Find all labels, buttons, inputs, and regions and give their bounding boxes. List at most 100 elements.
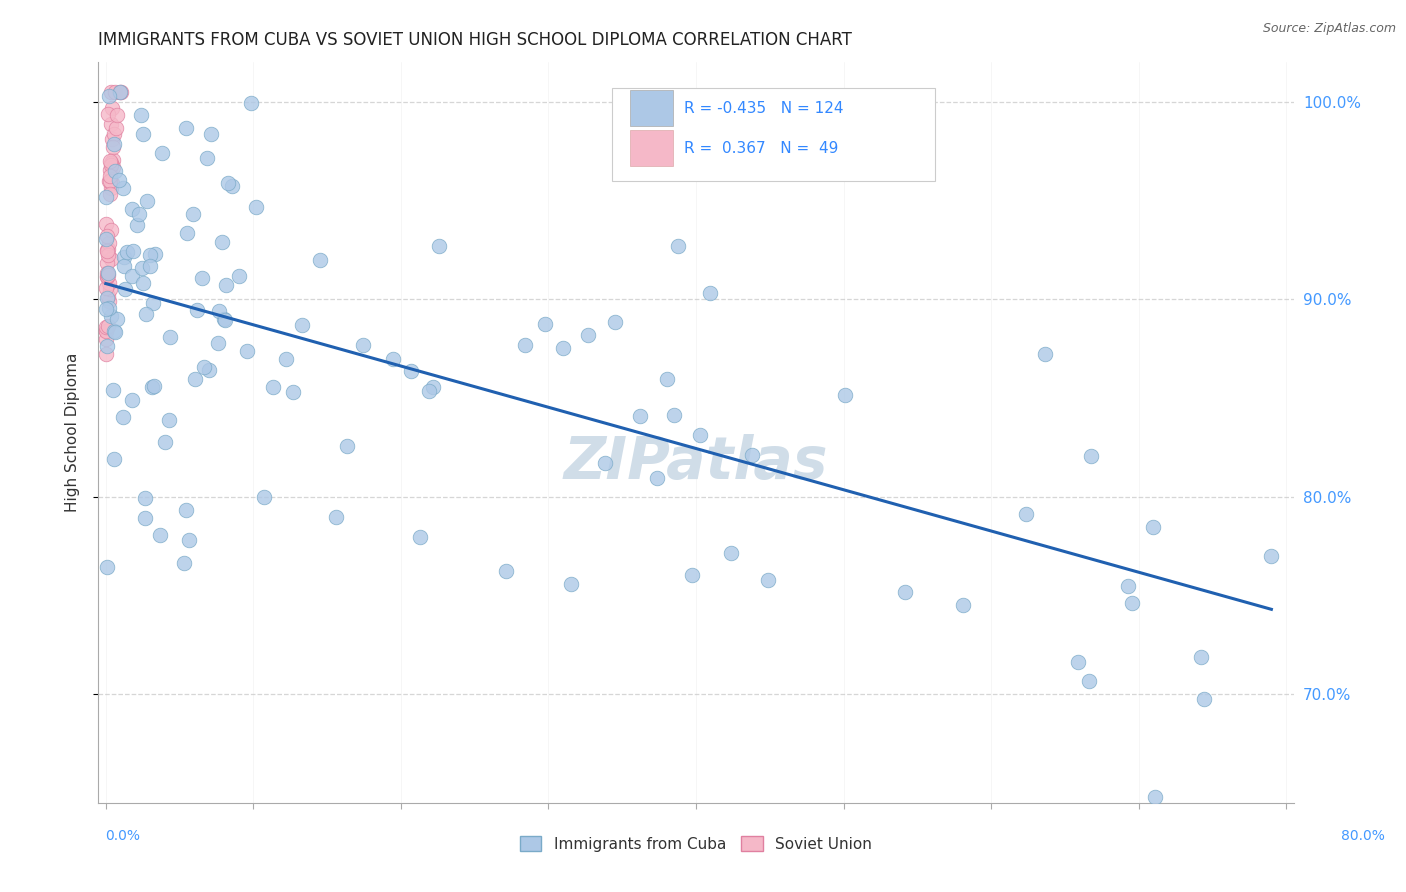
Point (645, 471, 668, 485)
Point (96, 291, 118, 305)
Point (245, 200, 267, 214)
Point (96, 280, 118, 294)
Point (121, 392, 143, 407)
Point (1121, 596, 1143, 610)
Point (141, 380, 163, 394)
Point (110, 85, 132, 99)
Point (212, 312, 235, 326)
Point (308, 252, 330, 267)
Point (96, 332, 118, 346)
Point (1143, 789, 1166, 804)
Point (97, 293, 120, 308)
Point (1035, 347, 1057, 361)
Point (198, 363, 221, 377)
Text: ZIPatlas: ZIPatlas (564, 434, 828, 491)
Point (1189, 649, 1212, 664)
Point (495, 565, 517, 579)
Point (382, 352, 405, 367)
Point (96, 256, 118, 270)
Point (132, 127, 155, 141)
Point (96, 324, 118, 338)
Point (101, 153, 124, 167)
Point (221, 178, 243, 193)
Point (1142, 520, 1164, 534)
Point (135, 307, 157, 321)
Point (111, 409, 134, 424)
Point (96, 266, 118, 280)
Point (97, 289, 120, 303)
Point (422, 380, 444, 394)
Legend: Immigrants from Cuba, Soviet Union: Immigrants from Cuba, Soviet Union (515, 830, 877, 858)
Point (98, 276, 121, 290)
Point (159, 329, 181, 343)
Point (108, 173, 131, 187)
FancyBboxPatch shape (613, 88, 935, 181)
Point (96, 269, 118, 284)
Point (952, 598, 974, 612)
Point (96, 339, 118, 353)
Point (603, 315, 626, 329)
Point (664, 408, 686, 422)
Point (207, 335, 229, 350)
Point (96, 190, 118, 204)
Text: 0.0%: 0.0% (105, 829, 141, 843)
Point (200, 127, 222, 141)
Point (105, 312, 128, 326)
Point (228, 268, 250, 283)
Point (127, 218, 149, 232)
Text: R = -0.435   N = 124: R = -0.435 N = 124 (685, 101, 844, 116)
Point (94, 232, 117, 246)
Point (560, 577, 582, 591)
Point (214, 312, 236, 326)
Point (399, 364, 422, 378)
Point (103, 161, 125, 175)
Point (142, 295, 165, 310)
Point (103, 324, 125, 338)
Point (98, 153, 121, 168)
Point (103, 383, 125, 397)
Point (409, 530, 432, 544)
Point (96, 244, 118, 258)
Point (215, 277, 238, 292)
Point (136, 194, 159, 208)
Point (418, 384, 440, 398)
Point (97, 266, 120, 280)
Point (184, 372, 207, 386)
Point (1067, 655, 1090, 669)
Point (253, 491, 276, 505)
Point (115, 245, 138, 260)
Point (98, 301, 121, 315)
Text: 80.0%: 80.0% (1341, 829, 1385, 843)
Point (262, 380, 284, 394)
Point (98, 235, 121, 250)
Point (100, 131, 122, 145)
Point (281, 385, 304, 400)
Point (101, 140, 124, 154)
Point (103, 127, 125, 141)
FancyBboxPatch shape (630, 90, 673, 126)
Point (100, 117, 122, 131)
Point (834, 388, 856, 402)
Point (593, 456, 616, 470)
Point (276, 352, 298, 367)
Text: Source: ZipAtlas.com: Source: ZipAtlas.com (1263, 22, 1396, 36)
Point (134, 511, 156, 525)
Point (98, 283, 121, 297)
Point (195, 152, 218, 166)
Point (176, 226, 198, 240)
Point (100, 156, 122, 170)
Point (139, 259, 162, 273)
Point (427, 239, 450, 253)
Point (689, 427, 711, 442)
Point (153, 434, 176, 449)
Point (97, 174, 120, 188)
Point (96, 347, 118, 361)
Point (655, 372, 678, 386)
Point (112, 250, 135, 264)
Point (105, 108, 128, 122)
Point (121, 202, 143, 217)
Point (104, 85, 127, 99)
Point (181, 207, 204, 221)
Point (325, 510, 347, 524)
Point (131, 260, 153, 275)
